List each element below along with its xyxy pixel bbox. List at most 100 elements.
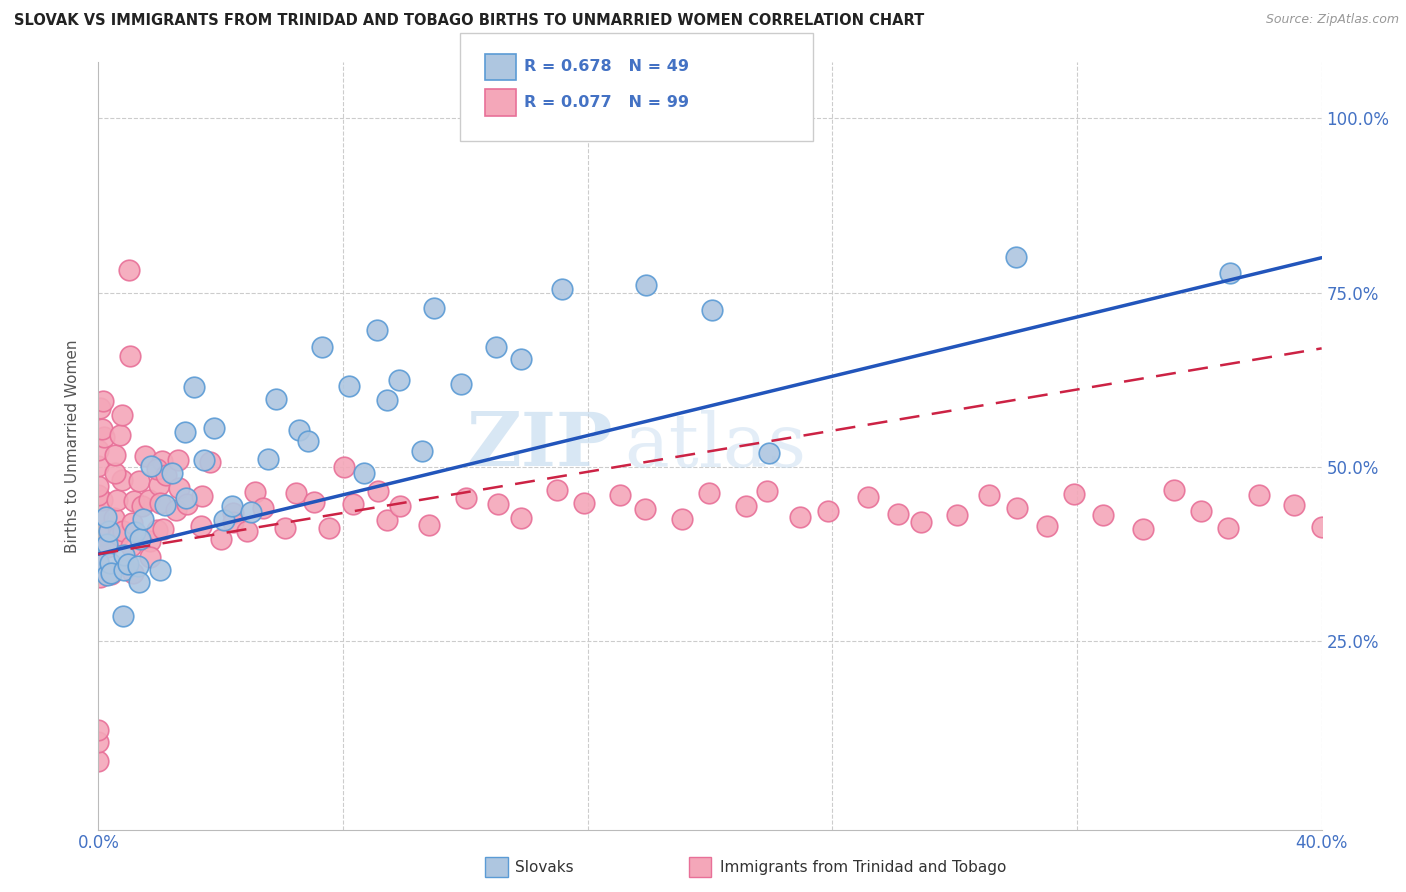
Point [700, 302, 723, 317]
Text: SLOVAK VS IMMIGRANTS FROM TRINIDAD AND TOBAGO BIRTHS TO UNMARRIED WOMEN CORRELAT: SLOVAK VS IMMIGRANTS FROM TRINIDAD AND T… [14, 13, 924, 29]
Point [1216, 521, 1239, 535]
Text: ZIP: ZIP [465, 409, 612, 483]
Point [273, 521, 295, 535]
Point [127, 559, 149, 574]
Point [209, 532, 232, 546]
Point [103, 466, 125, 480]
Point [132, 512, 155, 526]
Point [148, 496, 170, 510]
Point [87, 735, 110, 749]
Point [112, 548, 135, 562]
Point [758, 446, 780, 460]
Point [87, 555, 110, 569]
Point [155, 467, 177, 482]
Point [755, 483, 778, 498]
Point [96, 537, 118, 551]
Text: R = 0.678   N = 49: R = 0.678 N = 49 [524, 60, 689, 74]
Point [107, 527, 129, 541]
Point [167, 453, 190, 467]
Point [153, 498, 176, 512]
Point [353, 466, 375, 480]
Point [145, 524, 167, 538]
Point [1163, 483, 1185, 498]
Point [945, 508, 967, 523]
Point [1282, 498, 1305, 512]
Point [200, 455, 222, 469]
Point [240, 505, 263, 519]
Point [252, 500, 274, 515]
Point [389, 499, 412, 513]
Point [89, 401, 111, 416]
Point [150, 454, 173, 468]
Point [979, 488, 1001, 502]
Point [103, 511, 125, 525]
Point [111, 524, 134, 539]
Point [129, 532, 152, 546]
Point [174, 491, 197, 505]
Point [90, 492, 112, 507]
Point [342, 496, 364, 510]
Point [146, 461, 169, 475]
Point [122, 493, 145, 508]
Point [634, 501, 657, 516]
Point [176, 497, 198, 511]
Point [110, 473, 132, 487]
Point [167, 481, 190, 495]
Point [318, 521, 340, 535]
Point [366, 323, 388, 337]
Point [162, 466, 184, 480]
Point [91, 422, 114, 436]
Point [139, 550, 162, 565]
Point [789, 510, 811, 524]
Point [856, 490, 879, 504]
Point [87, 555, 110, 569]
Point [456, 491, 478, 505]
Point [87, 723, 110, 737]
Point [609, 488, 631, 502]
Point [193, 453, 215, 467]
Point [1036, 518, 1059, 533]
Point [1005, 251, 1028, 265]
Point [1189, 504, 1212, 518]
Point [256, 451, 278, 466]
Point [87, 478, 110, 492]
Point [332, 459, 354, 474]
Point [112, 608, 135, 623]
Point [128, 474, 150, 488]
Point [120, 540, 142, 554]
Point [138, 533, 160, 548]
Point [337, 378, 360, 392]
Point [139, 459, 162, 474]
Point [100, 566, 122, 580]
Point [134, 449, 156, 463]
Point [450, 376, 472, 391]
Point [98, 556, 121, 570]
Point [149, 563, 172, 577]
Point [1005, 501, 1028, 516]
Point [735, 499, 758, 513]
Point [375, 392, 398, 407]
Point [551, 282, 574, 296]
Point [375, 513, 398, 527]
Point [131, 499, 153, 513]
Point [546, 483, 568, 497]
Point [87, 488, 110, 502]
Point [174, 425, 197, 440]
Text: Immigrants from Trinidad and Tobago: Immigrants from Trinidad and Tobago [720, 860, 1007, 874]
Point [89, 570, 111, 584]
Point [302, 495, 325, 509]
Point [1247, 487, 1270, 501]
Point [93, 430, 115, 444]
Point [287, 424, 309, 438]
Point [486, 498, 509, 512]
Point [697, 485, 720, 500]
Point [165, 502, 187, 516]
Point [1219, 266, 1241, 280]
Point [887, 508, 910, 522]
Point [152, 523, 174, 537]
Point [104, 448, 127, 462]
Point [87, 538, 110, 552]
Y-axis label: Births to Unmarried Women: Births to Unmarried Women [65, 339, 80, 553]
Point [388, 373, 411, 387]
Point [117, 557, 139, 571]
